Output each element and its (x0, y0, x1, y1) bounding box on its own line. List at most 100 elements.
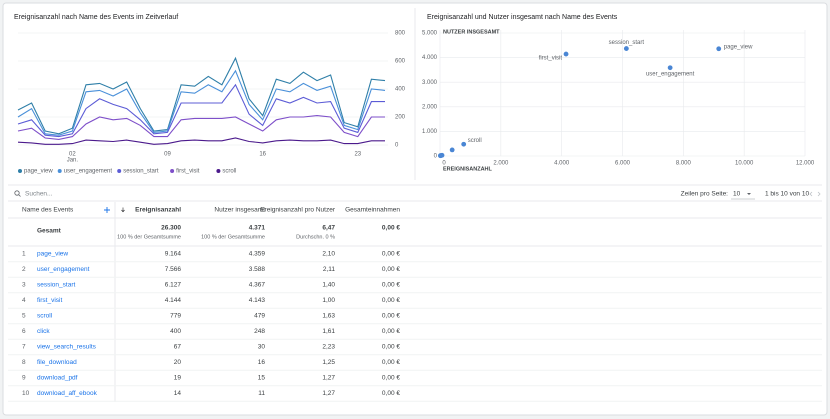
total-value: 4.371 (249, 225, 266, 232)
x-tick-label: 16 (259, 152, 266, 158)
legend-label[interactable]: user_engagement (64, 169, 113, 175)
cell: 0,00 € (382, 328, 400, 335)
y-tick-label: 800 (395, 31, 406, 37)
legend-label[interactable]: page_view (24, 169, 53, 175)
x-tick-label: 23 (354, 152, 361, 158)
point-label: user_engagement (646, 71, 695, 77)
cell: 4.367 (249, 282, 266, 289)
event-name[interactable]: first_visit (37, 297, 62, 304)
event-name[interactable]: download_aff_ebook (37, 390, 98, 397)
dropdown-arrow[interactable] (747, 193, 751, 195)
cell: 1,25 (322, 359, 335, 366)
x-tick-label: 10.000 (735, 161, 754, 167)
y-tick-label: 1.000 (422, 129, 438, 135)
scatter-point[interactable] (461, 141, 467, 147)
event-name[interactable]: page_view (37, 251, 68, 258)
x-month-label: Jan. (67, 158, 79, 164)
row-index: 2 (22, 266, 26, 273)
row-index: 10 (22, 390, 30, 397)
legend-swatch (18, 169, 22, 173)
pagination: 1 bis 10 von 10 (765, 191, 809, 198)
legend-label[interactable]: first_visit (176, 169, 200, 175)
x-tick-label: 0 (442, 161, 446, 167)
cell: 0,00 € (382, 359, 400, 366)
add-dimension[interactable] (104, 207, 110, 213)
cell: 1,63 (322, 313, 335, 320)
cell: 479 (254, 313, 265, 320)
total-note: 100 % der Gesamtsumme (201, 234, 265, 240)
total-note: 100 % der Gesamtsumme (117, 234, 181, 240)
column-header[interactable]: Gesamteinnahmen (345, 207, 400, 214)
event-name[interactable]: download_pdf (37, 375, 78, 382)
total-value: 0,00 € (382, 225, 400, 232)
point-label: page_view (724, 44, 753, 50)
cell: 6.127 (165, 282, 182, 289)
row-index: 3 (22, 282, 26, 289)
scatter-point[interactable] (449, 147, 455, 153)
cell: 1,40 (322, 282, 335, 289)
cell: 3.588 (249, 266, 266, 273)
event-name[interactable]: view_search_results (37, 344, 97, 351)
cell: 14 (174, 390, 182, 397)
scatter-point[interactable] (563, 51, 569, 57)
cell: 2,23 (322, 344, 335, 351)
event-name[interactable]: session_start (37, 282, 75, 289)
cell: 16 (258, 359, 266, 366)
legend-swatch (170, 169, 175, 173)
cell: 0,00 € (382, 282, 400, 289)
cell: 0,00 € (382, 266, 400, 273)
y-tick-label: 0 (434, 154, 438, 160)
event-name[interactable]: user_engagement (37, 266, 90, 273)
search-input[interactable]: Suchen... (25, 191, 53, 198)
cell: 4.359 (249, 251, 266, 258)
rows-per-page-select[interactable]: 10 (733, 191, 741, 198)
cell: 20 (174, 359, 182, 366)
scatter-point[interactable] (716, 46, 722, 52)
column-header[interactable]: Nutzer insgesamt (214, 207, 265, 214)
series-line (17, 115, 385, 140)
cell: 2,10 (322, 251, 335, 258)
cell: 1,00 (322, 297, 335, 304)
column-header[interactable]: Ereignisanzahl pro Nutzer (260, 207, 336, 214)
column-header[interactable]: Name des Events (22, 207, 74, 214)
series-line (17, 137, 385, 145)
total-value: 26.300 (161, 225, 181, 232)
row-index: 6 (22, 328, 26, 335)
x-tick-label: 2.000 (493, 161, 509, 167)
cell: 7.566 (165, 266, 182, 273)
cell: 779 (170, 313, 181, 320)
scatter-point[interactable] (623, 46, 629, 51)
cell: 0,00 € (382, 313, 400, 320)
column-header[interactable]: Ereignisanzahl (135, 207, 181, 214)
x-tick-label: 02 (69, 152, 76, 158)
cell: 0,00 € (382, 251, 400, 258)
series-line (17, 69, 386, 136)
scatter-point[interactable] (667, 65, 673, 71)
row-index: 9 (22, 375, 26, 382)
prev-page[interactable] (809, 191, 813, 197)
y-tick-label: 5.000 (422, 31, 438, 37)
event-name[interactable]: file_download (37, 359, 77, 366)
y-tick-label: 200 (395, 115, 406, 121)
total-note: Durchschn. 0 % (296, 234, 335, 240)
cell: 400 (170, 328, 181, 335)
event-name[interactable]: click (37, 328, 50, 335)
point-label: scroll (468, 138, 482, 144)
next-page[interactable] (817, 191, 821, 197)
event-name[interactable]: scroll (37, 313, 53, 320)
cell: 0,00 € (382, 390, 400, 397)
cell: 4.143 (249, 297, 266, 304)
point-label: first_visit (539, 56, 563, 62)
legend-label[interactable]: scroll (222, 169, 236, 175)
scatter-point[interactable] (438, 153, 443, 159)
y-tick-label: 3.000 (422, 80, 438, 86)
cell: 0,00 € (382, 297, 400, 304)
legend-label[interactable]: session_start (123, 169, 159, 175)
cell: 67 (174, 344, 182, 351)
y-tick-label: 400 (395, 87, 406, 93)
cell: 11 (258, 390, 265, 397)
series-line (17, 83, 385, 138)
row-index: 4 (22, 297, 26, 304)
